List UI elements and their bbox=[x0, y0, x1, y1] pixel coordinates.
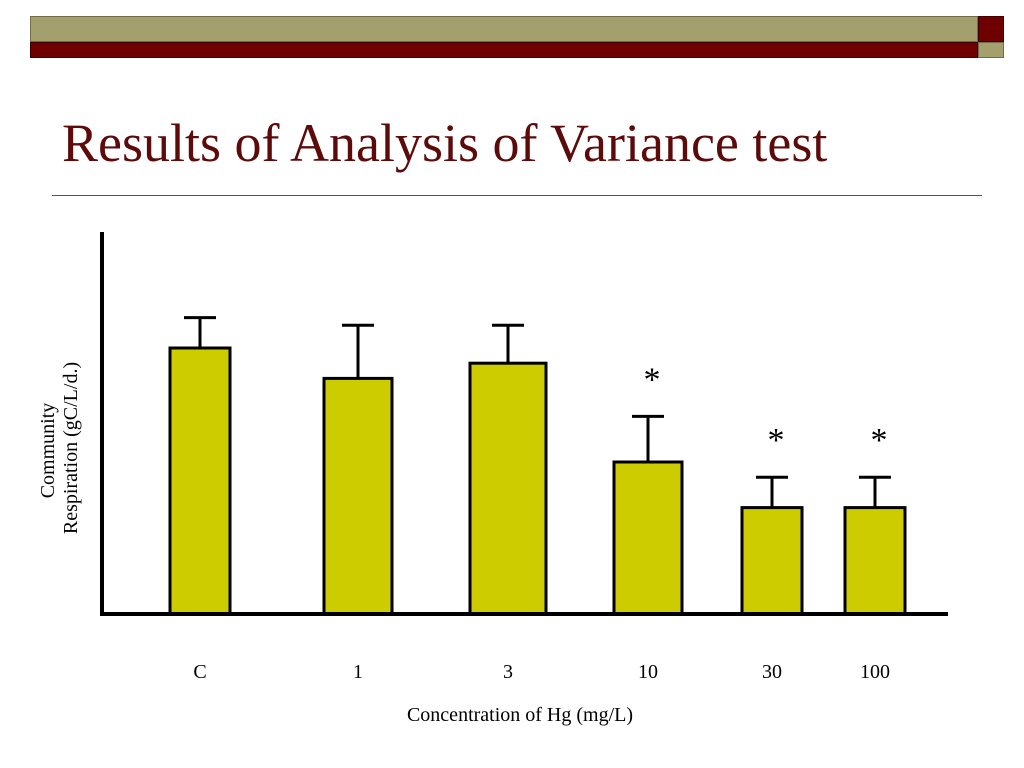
x-tick-label-30: 30 bbox=[762, 661, 782, 683]
x-tick-label-1: 1 bbox=[353, 661, 363, 683]
bar-C bbox=[168, 346, 232, 616]
x-axis-title: Concentration of Hg (mg/L) bbox=[407, 704, 633, 726]
header-corner-maroon bbox=[978, 16, 1004, 42]
significance-marker-30: * bbox=[768, 422, 785, 459]
bar-30 bbox=[740, 506, 804, 616]
significance-marker-100: * bbox=[871, 422, 888, 459]
x-tick-label-100: 100 bbox=[860, 661, 890, 683]
bar-3 bbox=[468, 361, 548, 616]
significance-layer: * * * bbox=[644, 361, 888, 459]
y-axis-title-line-1: Community bbox=[37, 403, 59, 499]
error-bars-layer bbox=[184, 316, 891, 508]
bar-10 bbox=[612, 460, 684, 616]
bar-100 bbox=[843, 506, 907, 616]
significance-marker-10: * bbox=[644, 361, 661, 398]
x-tick-label-10: 10 bbox=[638, 661, 658, 683]
x-tick-labels: C 1 3 10 30 100 bbox=[193, 661, 890, 683]
bars-layer bbox=[168, 346, 907, 616]
header-corner-olive bbox=[978, 42, 1004, 58]
y-axis-title: Community Respiration (gC/L/d.) bbox=[37, 362, 82, 534]
x-tick-label-C: C bbox=[193, 661, 206, 683]
title-divider bbox=[52, 195, 982, 196]
slide-title: Results of Analysis of Variance test bbox=[62, 113, 828, 173]
x-tick-label-3: 3 bbox=[503, 661, 513, 683]
bar-1 bbox=[322, 376, 394, 616]
header-band-olive bbox=[30, 16, 978, 42]
y-axis-title-line-2: Respiration (gC/L/d.) bbox=[60, 362, 82, 534]
header-band-maroon bbox=[30, 42, 978, 58]
